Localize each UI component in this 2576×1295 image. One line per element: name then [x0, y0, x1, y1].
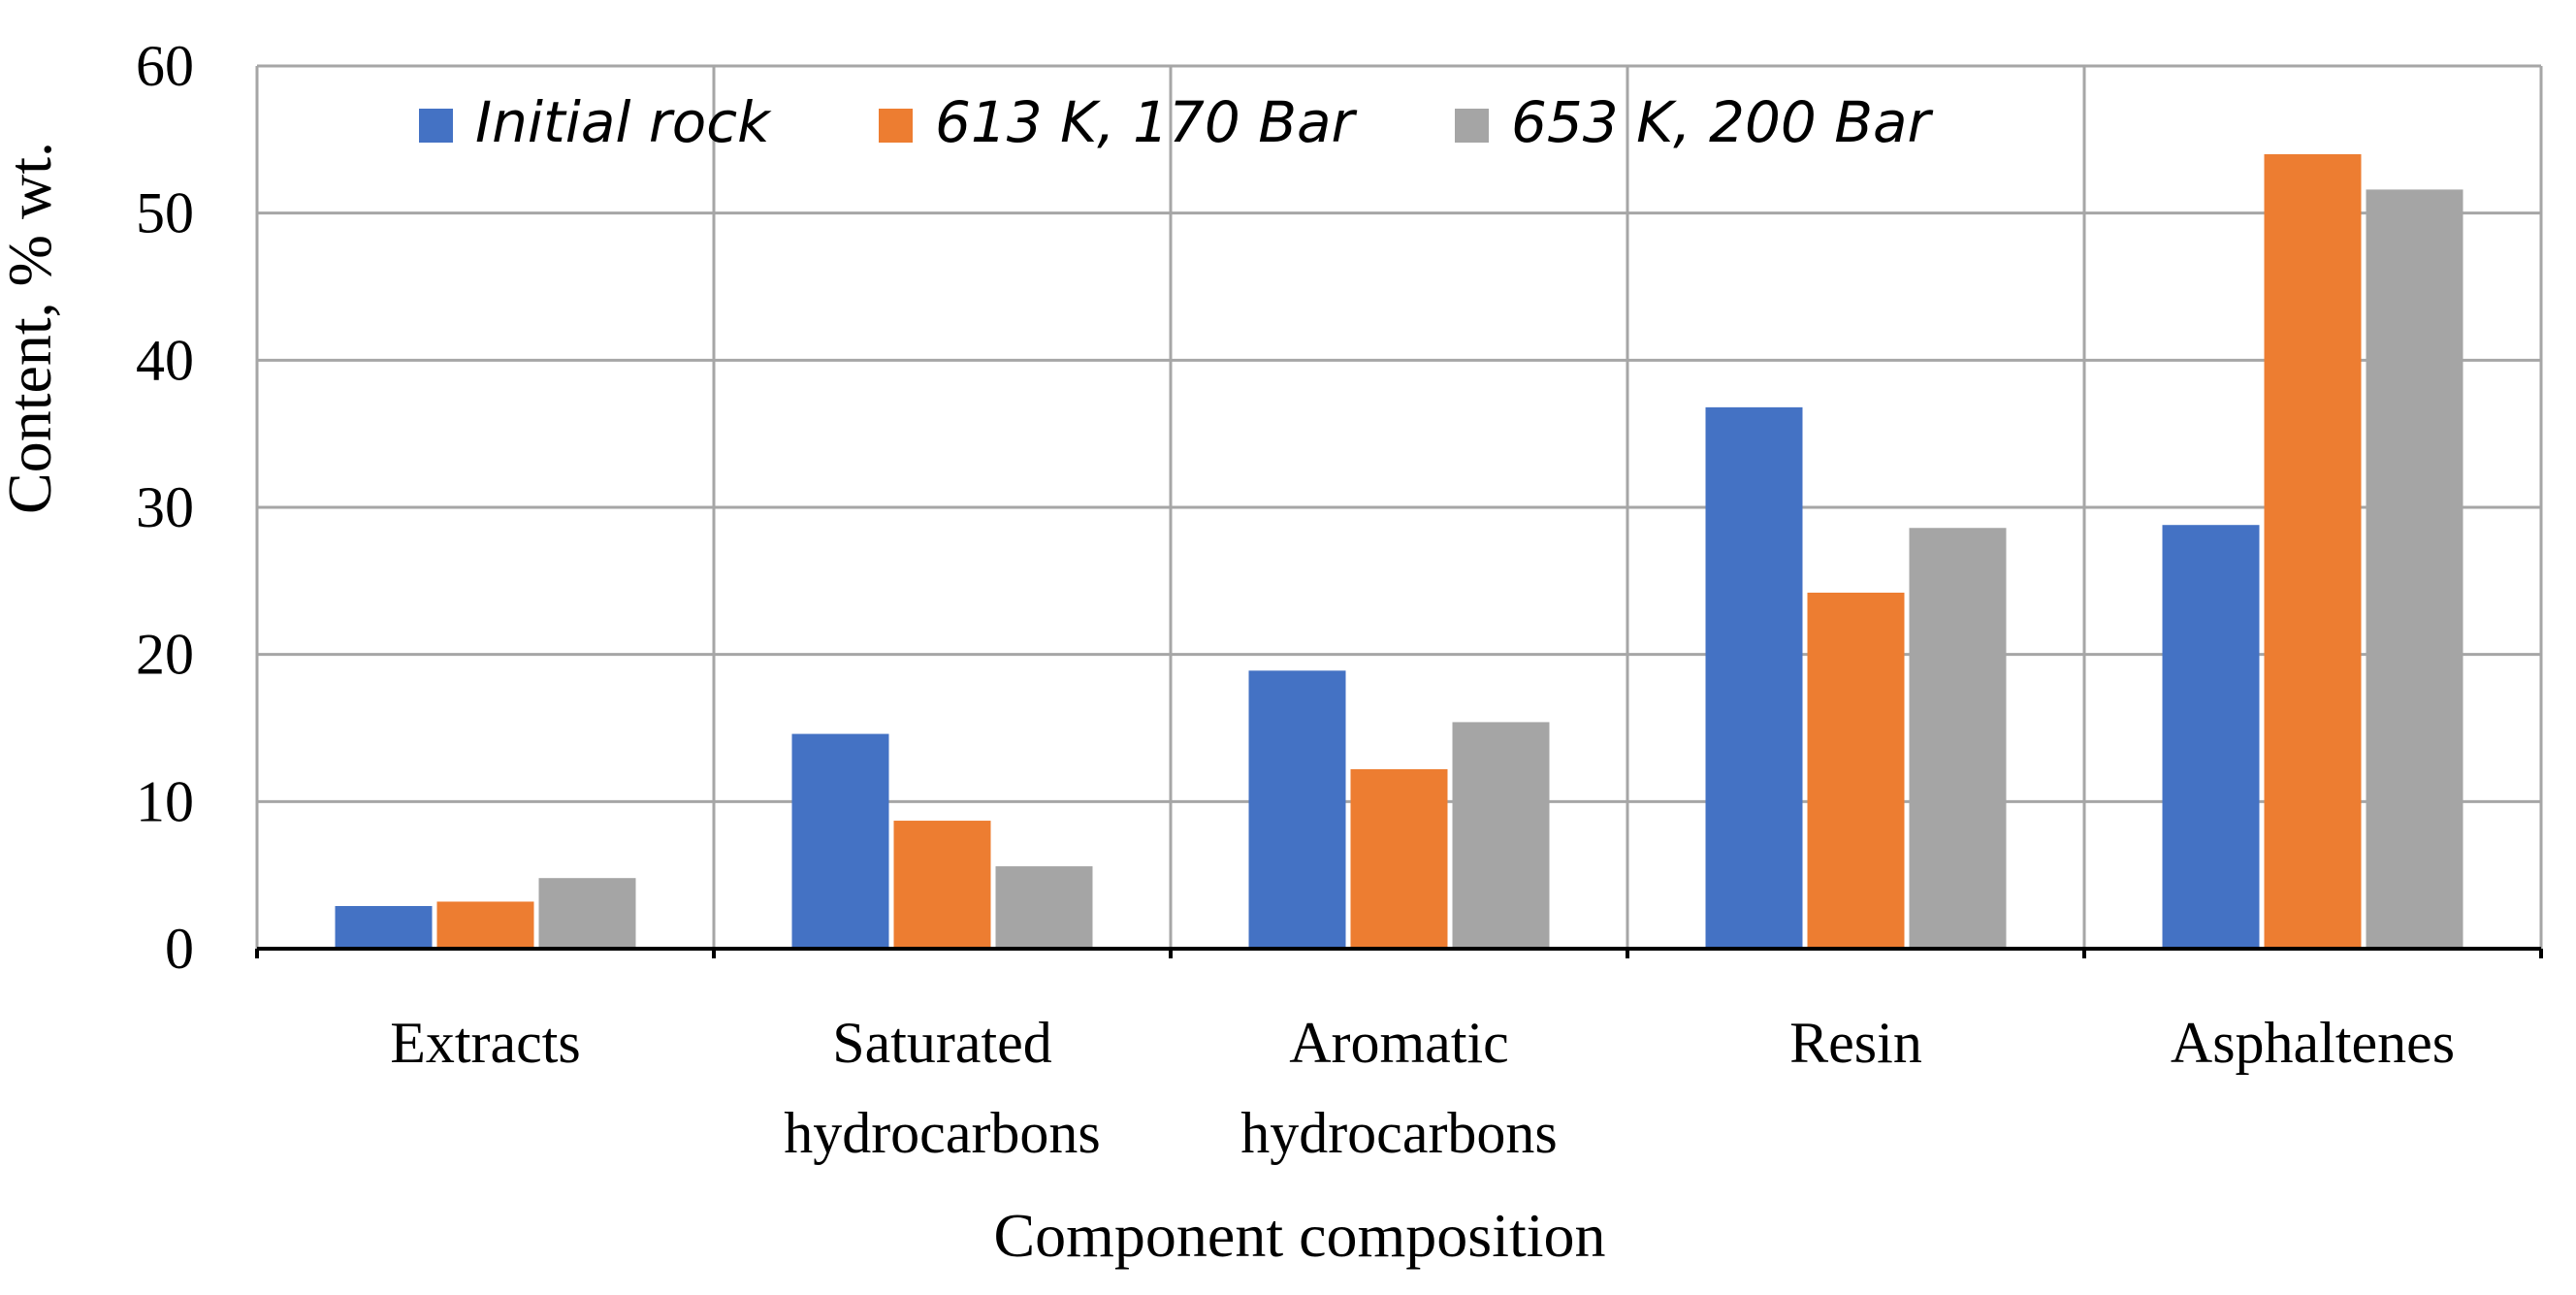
bar	[995, 866, 1093, 949]
legend-item: 653 K, 200 Bar	[1455, 89, 1934, 155]
legend-item: 613 K, 170 Bar	[879, 89, 1358, 155]
bar	[1350, 768, 1448, 949]
y-tick-labels: 0 10 20 30 40 50 60	[136, 34, 194, 981]
y-tick-label: 20	[136, 623, 194, 687]
bar	[2264, 154, 2362, 949]
bar	[2366, 189, 2463, 949]
x-category-label: Aromatic hydrocarbons	[1240, 1011, 1558, 1165]
bar	[1705, 406, 1803, 949]
bar	[1807, 592, 1905, 949]
y-tick-label: 0	[165, 917, 194, 981]
axes	[255, 947, 2543, 958]
legend: Initial rock 613 K, 170 Bar 653 K, 200 Bar	[419, 89, 1934, 155]
bar	[1452, 722, 1550, 949]
legend-item: Initial rock	[419, 89, 772, 155]
y-axis-label: Content, % wt.	[0, 142, 64, 514]
x-category-label: Saturated hydrocarbons	[784, 1011, 1101, 1165]
gridlines	[255, 64, 2543, 949]
x-category-labels: Extracts Saturated hydrocarbons Aromatic hyd…	[390, 1011, 2455, 1165]
bar	[1909, 528, 2007, 949]
x-category-label: Resin	[1789, 1011, 1922, 1075]
x-category-label: Extracts	[390, 1011, 581, 1075]
bar	[335, 906, 433, 949]
y-tick-label: 50	[136, 181, 194, 245]
x-category-label: Asphaltenes	[2171, 1011, 2455, 1075]
legend-swatch	[419, 109, 453, 143]
x-axis-label: Component composition	[993, 1201, 1605, 1270]
legend-label: Initial rock	[475, 89, 772, 155]
legend-swatch	[1455, 109, 1489, 143]
y-tick-label: 30	[136, 475, 194, 539]
bar	[1248, 670, 1346, 949]
y-tick-label: 60	[136, 34, 194, 98]
y-tick-label: 40	[136, 328, 194, 392]
bar	[893, 821, 991, 949]
y-tick-label: 10	[136, 769, 194, 833]
bar	[2162, 525, 2260, 949]
bar	[791, 733, 889, 949]
legend-label: 653 K, 200 Bar	[1511, 89, 1934, 155]
bar	[538, 878, 636, 949]
bar	[436, 901, 534, 949]
bars	[335, 154, 2463, 949]
legend-label: 613 K, 170 Bar	[935, 89, 1358, 155]
legend-swatch	[879, 109, 913, 143]
